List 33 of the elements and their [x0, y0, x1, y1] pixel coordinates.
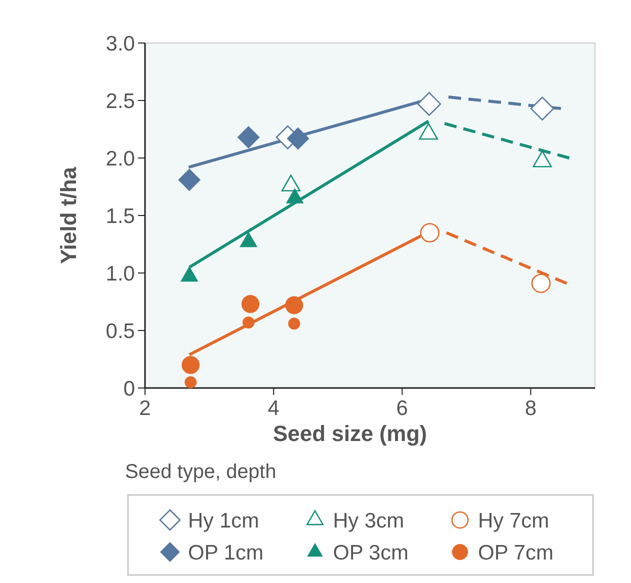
point [285, 296, 304, 314]
point [417, 92, 442, 116]
legend-label: Hy 7cm [478, 509, 550, 532]
point [241, 295, 260, 314]
point [420, 223, 440, 242]
y-tick-label: 3.0 [106, 32, 135, 56]
y-axis-title: Yield t/ha [56, 166, 81, 264]
y-tick-label: 1.0 [106, 262, 135, 286]
legend-label: OP 1cm [188, 541, 264, 564]
x-tick-label: 8 [524, 397, 537, 420]
legend-label: OP 7cm [478, 541, 554, 564]
x-tick-label: 6 [396, 397, 408, 420]
y-tick-label: 0 [123, 377, 135, 400]
x-axis-title: Seed size (mg) [272, 421, 428, 446]
x-tick-label: 4 [268, 397, 280, 420]
x-tick-label: 2 [139, 397, 151, 420]
point [178, 168, 201, 192]
point [242, 316, 254, 328]
point [184, 376, 197, 388]
point [288, 318, 300, 330]
y-tick-label: 0.5 [106, 320, 135, 343]
legend-label: Hy 3cm [333, 509, 404, 532]
point [237, 126, 260, 149]
point [286, 127, 310, 150]
point [530, 96, 554, 120]
legend-title: Seed type, depth [125, 461, 276, 483]
y-tick-label: 2.5 [106, 90, 135, 113]
point [531, 274, 551, 293]
y-tick-label: 1.5 [106, 204, 135, 228]
point [182, 356, 200, 374]
y-tick-label: 2.0 [106, 147, 135, 170]
legend-label: OP 3cm [333, 541, 408, 564]
legend-label: Hy 1cm [188, 509, 260, 532]
